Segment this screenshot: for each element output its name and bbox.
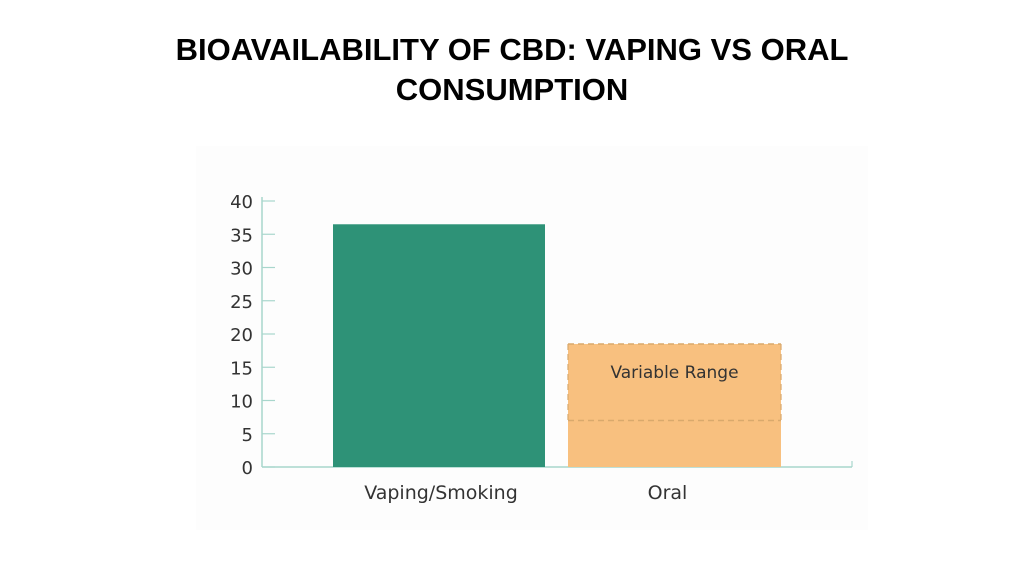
- category-labels: Vaping/Smoking Oral: [364, 482, 687, 504]
- x-category-label-oral: Oral: [648, 482, 688, 504]
- y-tick-label-0: 0: [242, 458, 253, 479]
- y-tick-label-20: 20: [230, 325, 253, 346]
- y-tick-label-30: 30: [230, 259, 253, 280]
- y-tick-label-40: 40: [230, 192, 253, 213]
- variable-range-label: Variable Range: [610, 363, 738, 383]
- bar-oral: [568, 343, 781, 467]
- bars: Variable Range: [333, 224, 782, 467]
- title-line-2: CONSUMPTION: [395, 72, 629, 107]
- bar-vaping-smoking: [333, 224, 545, 467]
- title-line-1: BIOAVAILABILITY OF CBD: VAPING VS ORAL: [175, 32, 849, 67]
- y-tick-label-5: 5: [242, 425, 253, 446]
- x-category-label-vaping-smoking: Vaping/Smoking: [364, 482, 518, 504]
- y-axis: 0 5 10 15 20 25 30 35 40: [230, 192, 275, 479]
- y-tick-label-10: 10: [230, 392, 253, 413]
- y-tick-label-25: 25: [230, 292, 253, 313]
- y-tick-label-15: 15: [230, 358, 253, 379]
- y-tick-label-35: 35: [230, 225, 253, 246]
- slide-title: BIOAVAILABILITY OF CBD: VAPING VS ORAL C…: [0, 30, 1024, 110]
